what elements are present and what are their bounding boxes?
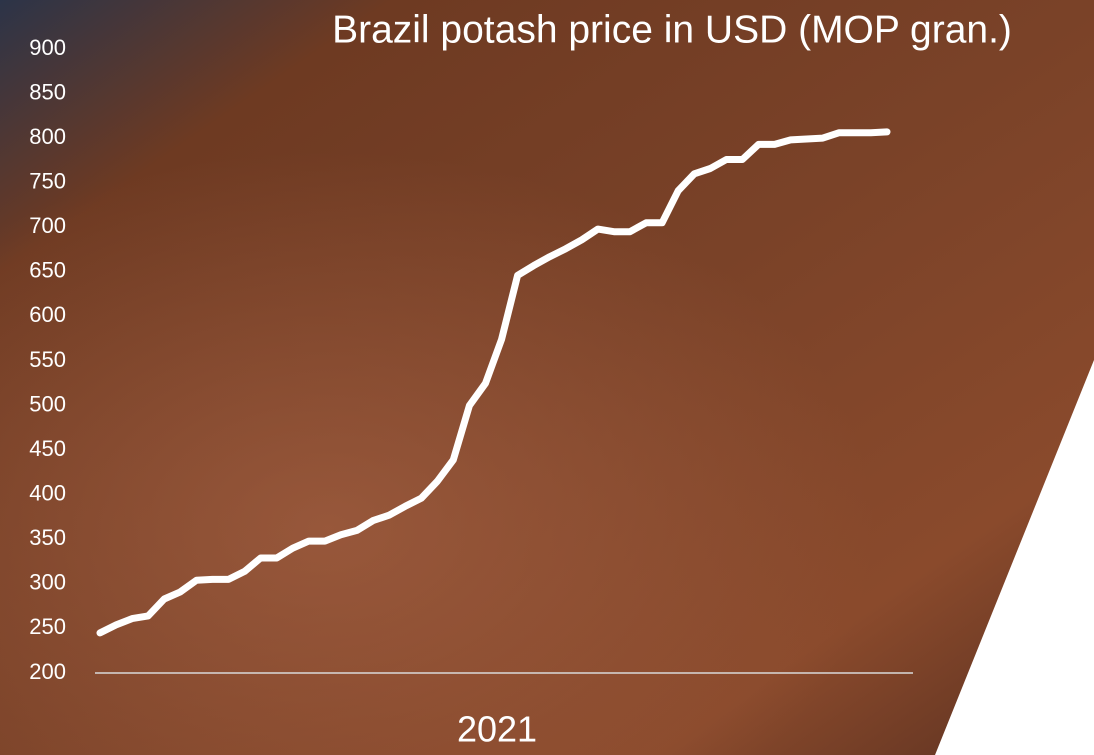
chart-title: Brazil potash price in USD (MOP gran.) — [332, 8, 1012, 51]
line — [96, 128, 891, 637]
y-tick-label: 300 — [29, 570, 66, 595]
x-axis-label: 2021 — [457, 709, 537, 750]
y-tick-label: 500 — [29, 391, 66, 416]
y-tick-label: 450 — [29, 436, 66, 461]
y-tick-label: 850 — [29, 79, 66, 104]
y-tick-label: 700 — [29, 213, 66, 238]
y-tick-label: 600 — [29, 302, 66, 327]
y-tick-label: 350 — [29, 525, 66, 550]
y-tick-label: 550 — [29, 347, 66, 372]
y-tick-label: 200 — [29, 659, 66, 684]
y-tick-label: 900 — [29, 35, 66, 60]
y-tick-label: 400 — [29, 481, 66, 506]
y-tick-label: 250 — [29, 614, 66, 639]
y-tick-label: 800 — [29, 124, 66, 149]
corner-shape — [935, 360, 1094, 755]
y-tick-label: 750 — [29, 169, 66, 194]
y-tick-label: 650 — [29, 258, 66, 283]
